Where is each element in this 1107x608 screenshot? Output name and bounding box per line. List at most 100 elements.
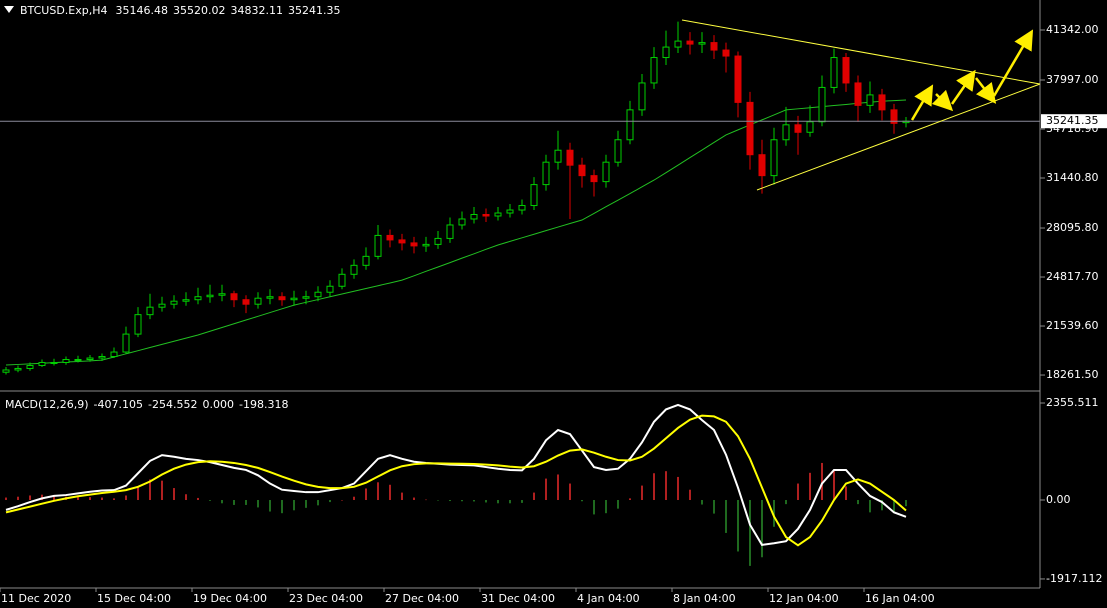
collapse-icon[interactable] xyxy=(4,6,14,13)
histogram-bar xyxy=(353,496,355,501)
candle-body xyxy=(674,40,682,48)
arrow xyxy=(910,84,934,121)
candle-body xyxy=(266,296,274,299)
candle-body xyxy=(746,101,754,156)
candle-body xyxy=(722,49,730,57)
candle-body xyxy=(302,296,310,299)
candle-body xyxy=(62,359,70,363)
x-tick-label: 31 Dec 04:00 xyxy=(481,592,555,605)
candle-body xyxy=(638,82,646,111)
candle-body xyxy=(806,121,814,133)
histogram-bar xyxy=(173,488,175,501)
histogram-bar xyxy=(185,494,187,501)
candle-body xyxy=(386,234,394,241)
histogram-bar xyxy=(101,497,103,501)
histogram-bar xyxy=(701,500,703,505)
histogram-bar xyxy=(857,500,859,505)
candle-body xyxy=(38,361,46,366)
histogram-bar xyxy=(869,500,871,513)
histogram-bar xyxy=(713,500,715,514)
histogram-bar xyxy=(581,500,583,502)
x-tick-label: 27 Dec 04:00 xyxy=(385,592,459,605)
histogram-bar xyxy=(785,500,787,505)
candle-body xyxy=(326,285,334,293)
macd-header: MACD(12,26,9) -407.105 -254.552 0.000 -198.3… xyxy=(5,398,288,411)
histogram-bar xyxy=(29,495,31,501)
histogram-bar xyxy=(77,497,79,501)
candle-body xyxy=(410,242,418,247)
candle-body xyxy=(566,149,574,166)
candle-body xyxy=(134,314,142,335)
histogram-bar xyxy=(161,480,163,501)
candle-body xyxy=(374,234,382,257)
histogram-bar xyxy=(449,500,451,502)
histogram-bar xyxy=(653,473,655,501)
candle-body xyxy=(866,94,874,106)
candle-body xyxy=(122,333,130,353)
candle-body xyxy=(2,369,10,373)
moving-average xyxy=(5,99,907,366)
candle-body xyxy=(194,296,202,301)
candle-body xyxy=(458,218,466,226)
candle-body xyxy=(242,299,250,305)
arrow xyxy=(992,29,1034,97)
histogram-bar xyxy=(773,500,775,527)
candle-body xyxy=(710,42,718,51)
candle-body xyxy=(338,273,346,287)
candle-body xyxy=(890,109,898,124)
candle-body xyxy=(170,300,178,305)
histogram-bar xyxy=(197,497,199,501)
histogram-bar xyxy=(317,500,319,506)
histogram-bar xyxy=(821,462,823,501)
candle-body xyxy=(842,57,850,84)
histogram-bar xyxy=(17,496,19,501)
histogram-bar xyxy=(617,500,619,509)
histogram-bar xyxy=(641,485,643,501)
candle-body xyxy=(290,297,298,301)
candle-body xyxy=(350,264,358,275)
y-tick-label: 2355.511 xyxy=(1046,396,1099,409)
candle-body xyxy=(110,351,118,358)
histogram-bar xyxy=(113,498,115,501)
histogram-bar xyxy=(5,497,7,501)
y-tick-label: -1917.112 xyxy=(1046,572,1102,585)
histogram-bar xyxy=(305,500,307,508)
macd-line xyxy=(5,403,907,546)
candle-body xyxy=(314,291,322,298)
candle-body xyxy=(854,82,862,106)
histogram-bar xyxy=(89,497,91,501)
candle-body xyxy=(794,124,802,133)
macd-readout: 0.000 xyxy=(202,398,234,411)
macd-readout: -198.318 xyxy=(239,398,288,411)
candle-body xyxy=(74,359,82,362)
arrow xyxy=(975,77,997,104)
histogram-bar xyxy=(377,482,379,501)
histogram-bar xyxy=(389,484,391,501)
candle-body xyxy=(506,209,514,214)
histogram-bar xyxy=(269,500,271,512)
candle-body xyxy=(470,214,478,220)
x-tick-label: 4 Jan 04:00 xyxy=(577,592,640,605)
candle-body xyxy=(734,55,742,103)
price-label-box xyxy=(1041,114,1107,129)
histogram-bar xyxy=(677,476,679,501)
histogram-bar xyxy=(845,486,847,501)
low-readout: 34832.11 xyxy=(231,4,284,17)
histogram-bar xyxy=(53,495,55,501)
candle-body xyxy=(434,237,442,245)
macd-line xyxy=(5,414,907,547)
histogram-bar xyxy=(809,472,811,501)
y-tick-label: 18261.50 xyxy=(1046,368,1099,381)
histogram-bar xyxy=(833,469,835,501)
candle-body xyxy=(206,294,214,298)
histogram-bar xyxy=(233,500,235,505)
histogram-bar xyxy=(737,500,739,552)
macd-readout: -407.105 xyxy=(94,398,143,411)
candle-body xyxy=(686,40,694,45)
histogram-bar xyxy=(629,498,631,501)
histogram-bar xyxy=(881,500,883,511)
candle-body xyxy=(86,357,94,361)
